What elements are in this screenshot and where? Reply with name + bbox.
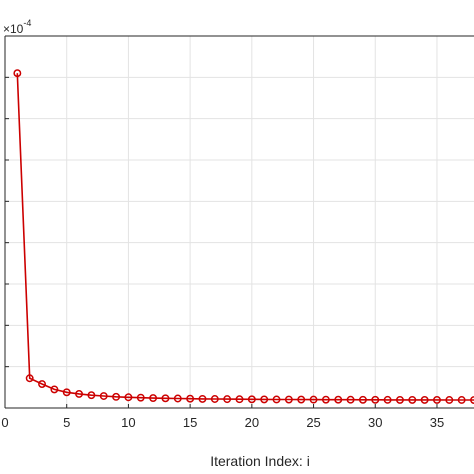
x-tick-label: 30 [368,415,382,430]
data-point-marker [420,395,429,404]
grid-lines [5,36,474,408]
data-point-marker [260,395,269,404]
x-tick-label: 25 [306,415,320,430]
data-point-marker [87,391,96,400]
data-point-marker [13,69,22,78]
data-point-marker [433,395,441,404]
data-point-marker [445,396,454,404]
x-tick-label: 5 [63,415,70,430]
data-point-marker [173,394,182,403]
data-point-marker [186,394,195,403]
data-point-marker [247,395,256,404]
data-point-marker [383,395,392,404]
data-point-marker [408,395,417,404]
data-point-marker [235,395,244,404]
data-point-marker [25,374,34,383]
data-point-marker [284,395,293,404]
data-point-marker [210,395,219,403]
data-point-marker [457,396,466,404]
data-point-marker [112,392,121,401]
x-tick-label: 15 [183,415,197,430]
data-point-marker [309,395,318,404]
data-point-marker [99,392,108,400]
data-point-marker [358,395,367,404]
data-point-marker [321,395,330,404]
data-point-marker [75,389,84,398]
axes [4,35,474,409]
data-point-marker [124,393,133,402]
data-point-marker [346,395,355,404]
data-point-marker [395,395,404,404]
data-point-marker [62,388,71,397]
data-point-marker [223,395,232,404]
x-tick-label: 35 [430,415,444,430]
data-point-marker [149,394,158,403]
series-layer [13,69,474,404]
y-axis-multiplier: ×10-4 [3,18,31,36]
data-point-marker [334,395,343,404]
data-point-marker [38,380,46,388]
data-point-marker [272,395,281,404]
x-tick-label: 10 [121,415,135,430]
x-tick-label: 20 [245,415,259,430]
tick-labels: 0 5 10 15 20 25 30 35 [1,415,444,430]
plot-area [5,36,474,408]
x-axis-label: Iteration Index: i [210,453,310,469]
data-point-marker [198,394,207,403]
data-point-marker [50,385,59,394]
data-point-marker [297,395,306,404]
x-tick-label: 0 [1,415,8,430]
data-point-marker [136,393,145,402]
series-line [16,73,474,401]
data-point-marker [161,394,170,403]
data-point-marker [371,395,380,404]
